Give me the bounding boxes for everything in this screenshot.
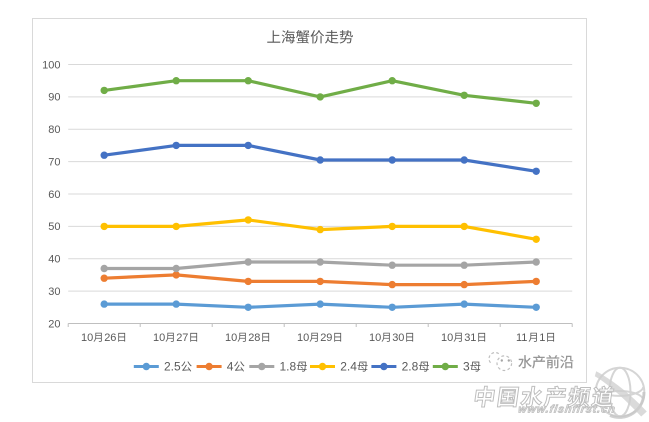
svg-text:80: 80 — [48, 124, 60, 136]
svg-text:28: 28 — [248, 332, 260, 344]
svg-text:30: 30 — [392, 332, 404, 344]
svg-text:10: 10 — [81, 332, 93, 344]
svg-text:27: 27 — [176, 332, 188, 344]
svg-text:50: 50 — [48, 221, 60, 233]
svg-text:29: 29 — [320, 332, 332, 344]
svg-text:20: 20 — [48, 318, 60, 330]
svg-text:10: 10 — [369, 332, 381, 344]
svg-text:30: 30 — [48, 286, 60, 298]
svg-text:70: 70 — [48, 156, 60, 168]
svg-text:2.8: 2.8 — [402, 360, 419, 374]
svg-text:10: 10 — [225, 332, 237, 344]
svg-text:11: 11 — [516, 332, 527, 344]
svg-text:4: 4 — [227, 360, 234, 374]
svg-text:10: 10 — [441, 332, 453, 344]
svg-text:100: 100 — [42, 59, 60, 71]
svg-text:www.fishfirst.cn: www.fishfirst.cn — [517, 403, 616, 415]
svg-text:40: 40 — [48, 254, 60, 266]
svg-text:10: 10 — [153, 332, 165, 344]
svg-text:60: 60 — [48, 189, 60, 201]
svg-text:2.4: 2.4 — [340, 360, 357, 374]
svg-text:90: 90 — [48, 92, 60, 104]
svg-text:2.5: 2.5 — [164, 360, 181, 374]
svg-text:26: 26 — [104, 332, 116, 344]
svg-text:1: 1 — [539, 332, 545, 344]
svg-text:1.8: 1.8 — [280, 360, 297, 374]
svg-text:10: 10 — [297, 332, 309, 344]
svg-text:3: 3 — [463, 360, 470, 374]
svg-text:31: 31 — [464, 332, 476, 344]
